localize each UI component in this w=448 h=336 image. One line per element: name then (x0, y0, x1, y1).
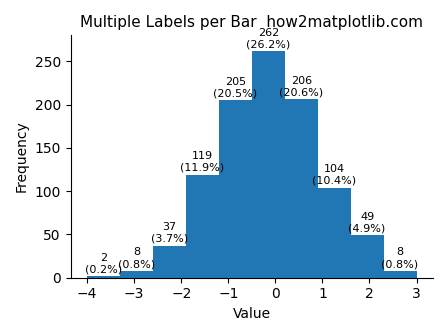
Bar (383, 271, 417, 278)
Text: 205
(20.5%): 205 (20.5%) (213, 77, 258, 98)
Bar (318, 188, 351, 278)
Text: 262
(26.2%): 262 (26.2%) (246, 28, 290, 49)
Bar (351, 235, 383, 278)
Bar (219, 100, 252, 278)
Bar (120, 271, 153, 278)
Text: 49
(4.9%): 49 (4.9%) (349, 212, 386, 234)
Text: 104
(10.4%): 104 (10.4%) (312, 164, 356, 186)
Bar (285, 99, 318, 278)
Text: 206
(20.6%): 206 (20.6%) (279, 76, 323, 98)
Text: 2
(0.2%): 2 (0.2%) (85, 253, 122, 274)
Text: 8
(0.8%): 8 (0.8%) (382, 248, 418, 269)
Y-axis label: Frequency: Frequency (15, 121, 29, 193)
Text: 8
(0.8%): 8 (0.8%) (118, 248, 155, 269)
X-axis label: Value: Value (233, 307, 271, 321)
Bar (252, 51, 285, 278)
Text: 119
(11.9%): 119 (11.9%) (181, 152, 224, 173)
Bar (153, 246, 186, 278)
Title: Multiple Labels per Bar  how2matplotlib.com: Multiple Labels per Bar how2matplotlib.c… (80, 15, 423, 30)
Bar (186, 175, 219, 278)
Text: 37
(3.7%): 37 (3.7%) (151, 222, 188, 244)
Bar (87, 276, 120, 278)
